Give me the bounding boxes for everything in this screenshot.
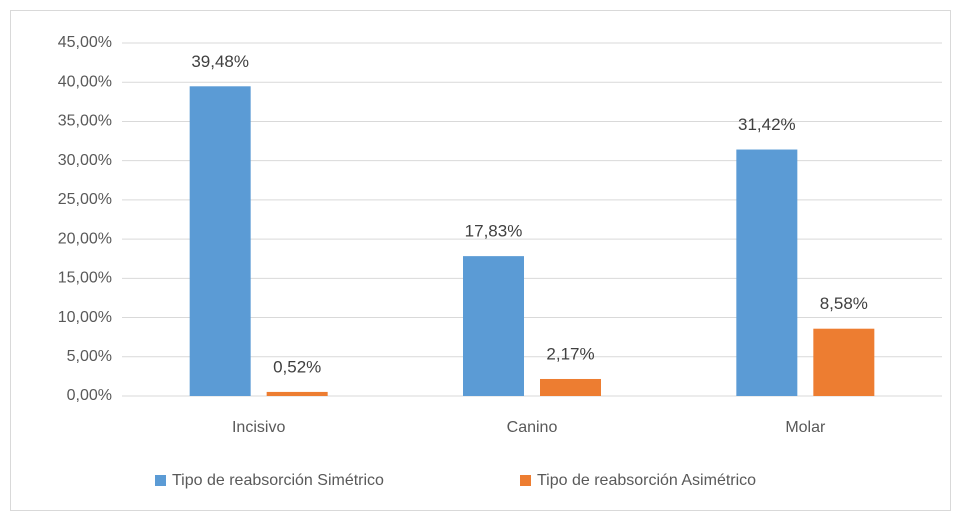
data-label: 39,48% xyxy=(191,52,249,71)
data-label: 17,83% xyxy=(465,222,523,241)
bar xyxy=(813,328,875,396)
bar xyxy=(463,256,524,396)
x-tick-label: Incisivo xyxy=(232,419,285,436)
y-tick-label: 40,00% xyxy=(58,73,112,90)
y-tick-label: 35,00% xyxy=(58,113,112,130)
bar xyxy=(540,378,601,396)
data-label: 2,17% xyxy=(546,344,594,363)
y-tick-label: 15,00% xyxy=(58,270,112,287)
y-tick-label: 10,00% xyxy=(58,309,112,326)
legend-swatch xyxy=(155,475,166,486)
y-tick-label: 20,00% xyxy=(58,230,112,247)
bar xyxy=(189,86,251,396)
data-label: 8,58% xyxy=(820,294,868,313)
x-tick-label: Molar xyxy=(785,419,826,436)
y-tick-label: 0,00% xyxy=(67,387,112,404)
x-tick-label: Canino xyxy=(507,419,558,436)
bar xyxy=(736,149,798,396)
y-tick-label: 5,00% xyxy=(67,348,112,365)
y-tick-label: 45,00% xyxy=(58,34,112,51)
bar xyxy=(266,391,328,396)
legend-label: Tipo de reabsorción Asimétrico xyxy=(537,472,756,489)
y-tick-label: 30,00% xyxy=(58,152,112,169)
y-tick-label: 25,00% xyxy=(58,191,112,208)
legend-label: Tipo de reabsorción Simétrico xyxy=(172,472,384,489)
data-label: 31,42% xyxy=(738,115,796,134)
legend-swatch xyxy=(520,475,531,486)
data-label: 0,52% xyxy=(273,357,321,376)
